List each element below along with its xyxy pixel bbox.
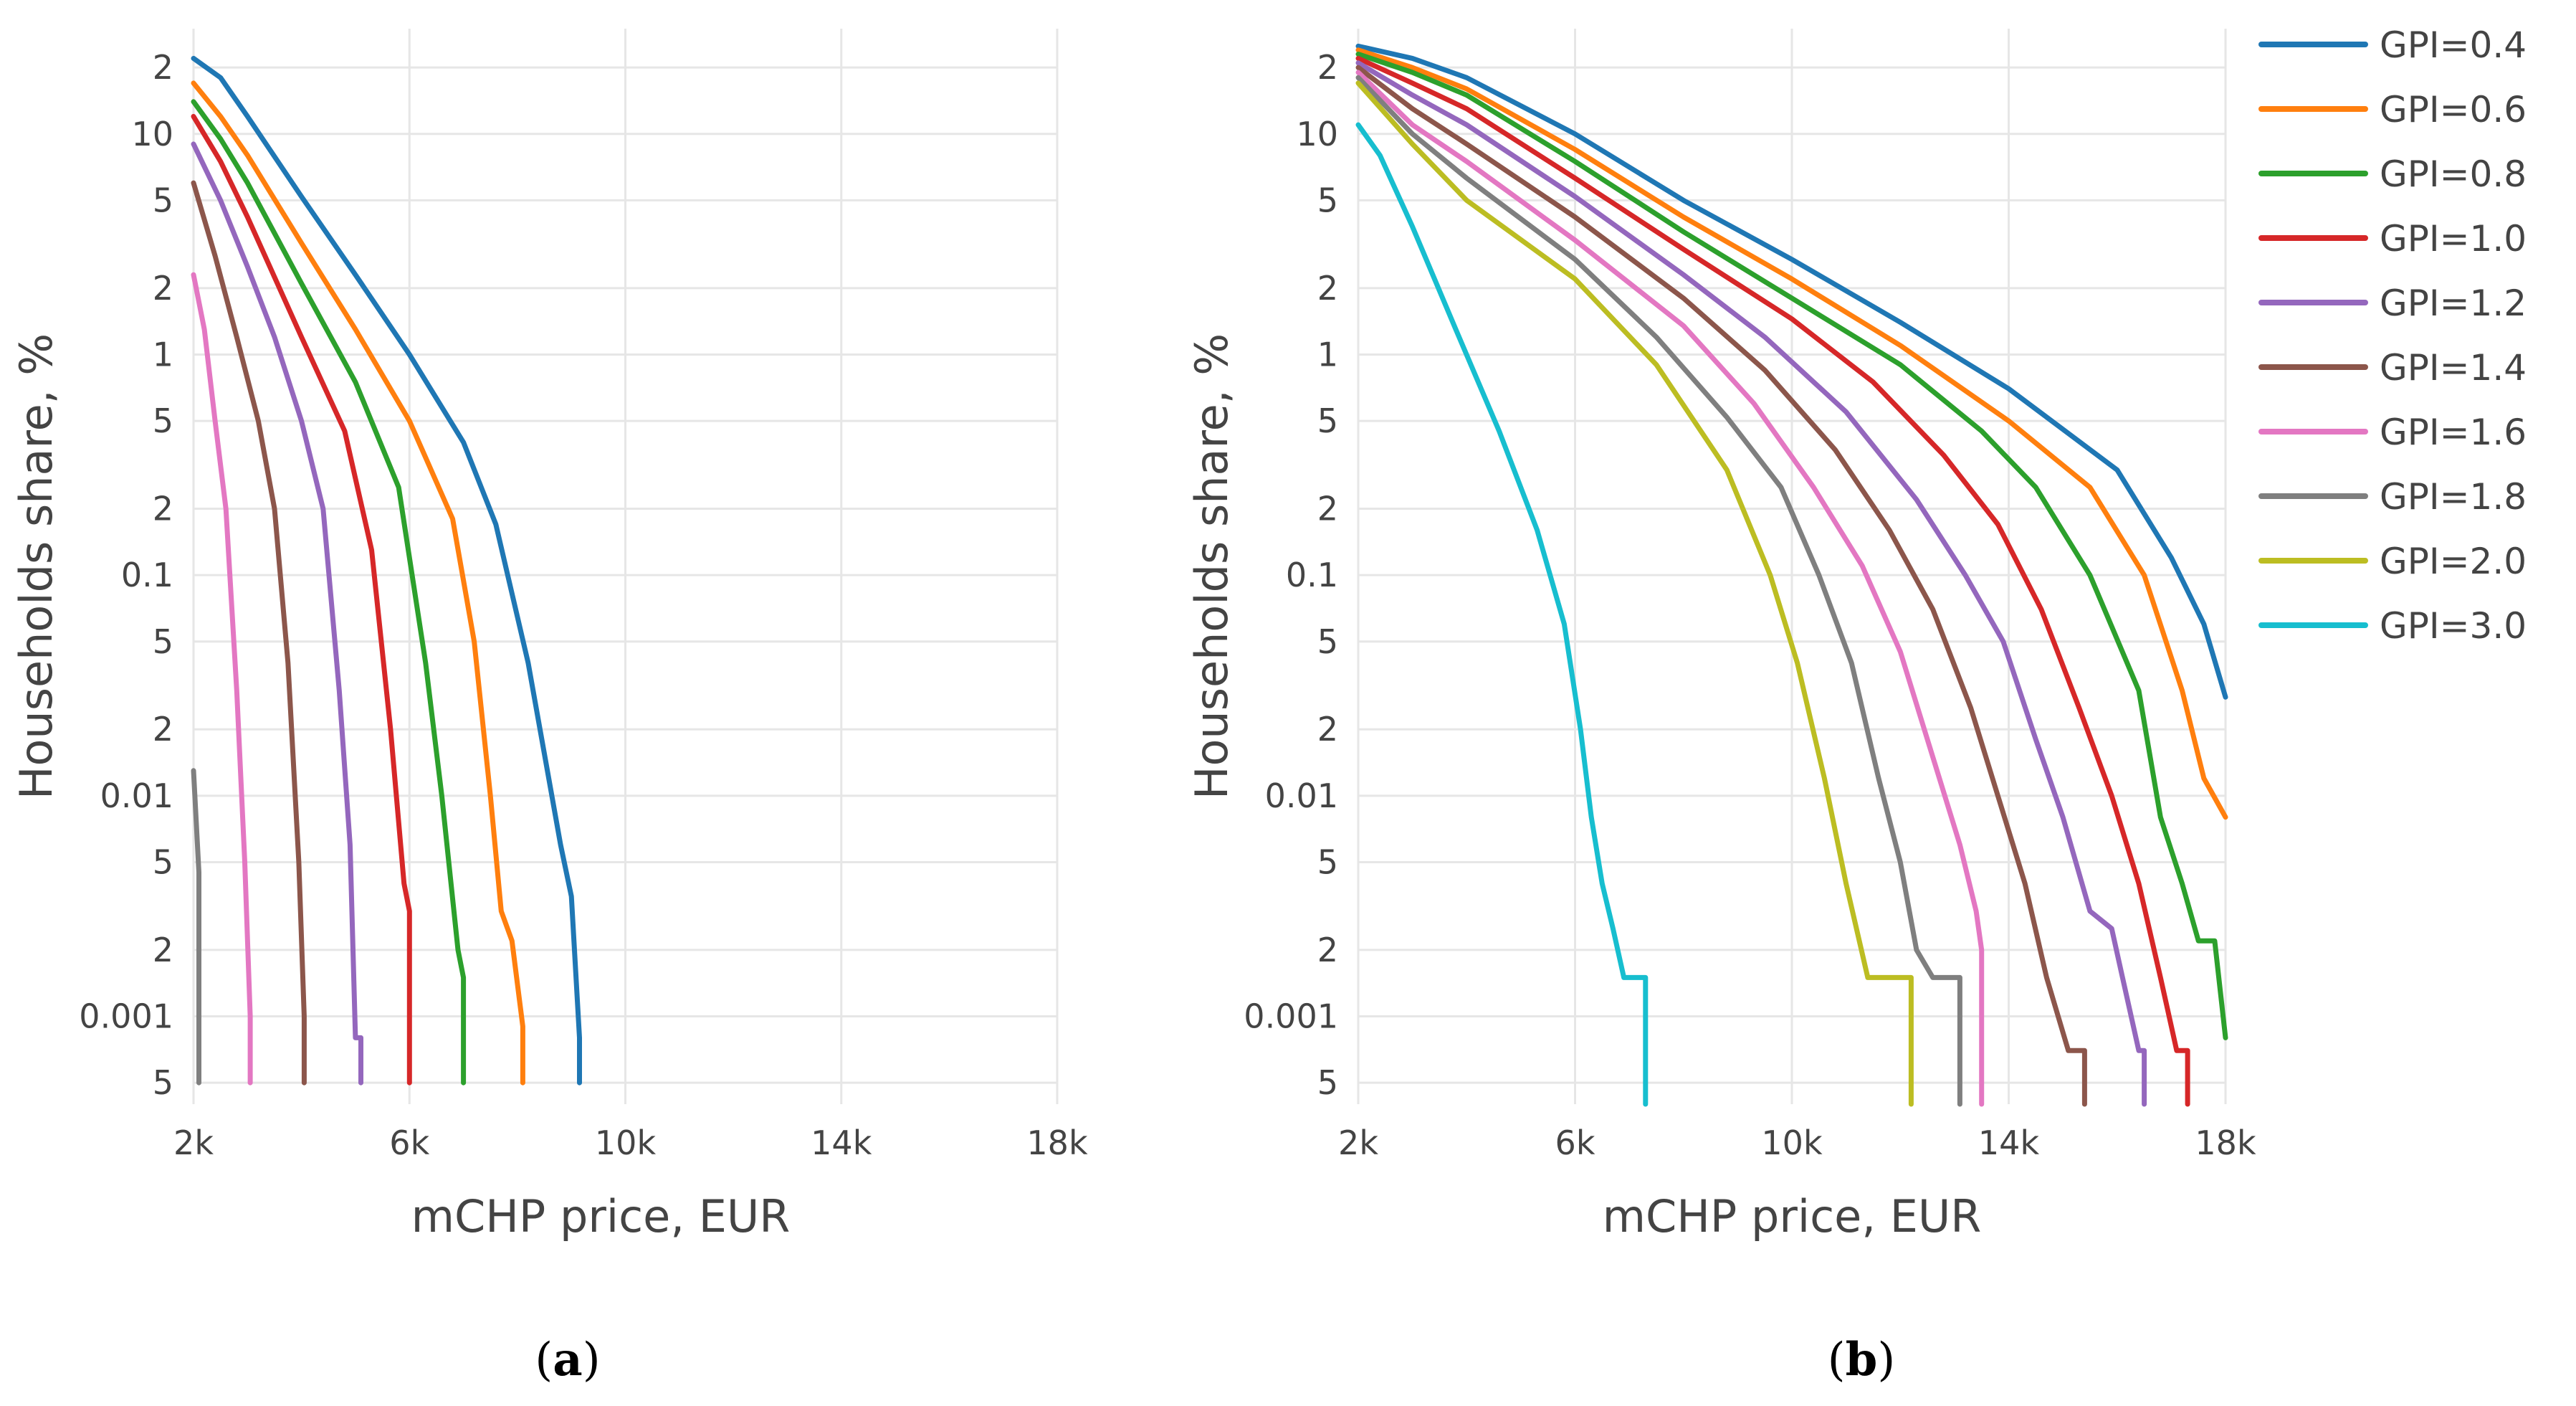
- series-line-b-gpi-3-0: [1355, 122, 1649, 1107]
- legend-label-9: GPI=3.0: [2380, 605, 2527, 647]
- y-tick-label-a-3: 2: [153, 269, 173, 308]
- y-tick-label-b-3: 2: [1317, 269, 1338, 308]
- y-tick-label-a-13: 0.001: [79, 997, 173, 1036]
- y-tick-label-b-1: 10: [1296, 115, 1338, 153]
- series-line-a-gpi-1-2: [191, 141, 363, 1086]
- y-tick-label-a-0: 2: [153, 48, 173, 87]
- x-tick-label-b-3: 14k: [1978, 1124, 2040, 1162]
- series-line-b-gpi-0-6: [1355, 47, 2228, 820]
- legend-item-7: GPI=1.8: [2258, 476, 2527, 518]
- legend-label-4: GPI=1.2: [2380, 282, 2527, 324]
- series-line-a-gpi-0-8: [191, 99, 467, 1086]
- legend-label-3: GPI=1.0: [2380, 218, 2527, 260]
- series-line-a-gpi-1-8: [191, 768, 201, 1086]
- grid-a: [192, 29, 1059, 1104]
- series-line-b-gpi-0-4: [1355, 43, 2228, 700]
- legend-label-6: GPI=1.6: [2380, 412, 2527, 453]
- y-tick-label-a-10: 0.01: [100, 776, 173, 815]
- series-line-b-gpi-1-4: [1355, 65, 2087, 1107]
- legend-item-1: GPI=0.6: [2258, 89, 2527, 130]
- legend-label-1: GPI=0.6: [2380, 89, 2527, 130]
- y-tick-label-a-7: 0.1: [121, 556, 173, 594]
- y-tick-label-a-2: 5: [153, 181, 173, 219]
- x-tick-label-a-4: 18k: [1026, 1124, 1088, 1162]
- y-tick-label-b-9: 2: [1317, 710, 1338, 749]
- y-tick-label-b-2: 5: [1317, 181, 1338, 219]
- y-axis-title-a: Households share, %: [10, 333, 62, 799]
- series-line-a-gpi-1-6: [191, 272, 253, 1086]
- legend-label-8: GPI=2.0: [2380, 541, 2527, 582]
- legend-label-2: GPI=0.8: [2380, 153, 2527, 195]
- series-line-b-gpi-1-6: [1355, 70, 1985, 1107]
- y-tick-label-a-1: 10: [131, 115, 173, 153]
- series-line-b-gpi-1-8: [1355, 75, 1962, 1107]
- x-axis-title-a: mCHP price, EUR: [411, 1190, 791, 1243]
- y-tick-label-a-9: 2: [153, 710, 173, 749]
- series-line-a-gpi-1-4: [191, 180, 307, 1086]
- legend-label-0: GPI=0.4: [2380, 24, 2527, 66]
- x-tick-label-a-3: 14k: [811, 1124, 872, 1162]
- legend-item-8: GPI=2.0: [2258, 541, 2527, 582]
- x-tick-label-b-0: 2k: [1338, 1124, 1378, 1162]
- x-ticks-a: 2k 6k 10k 14k 18k: [173, 1124, 1088, 1162]
- series-line-b-gpi-2-0: [1355, 80, 1914, 1107]
- series-line-a-gpi-1-0: [191, 113, 412, 1086]
- legend: GPI=0.4 GPI=0.6 GPI=0.8 GPI=1.0 GPI=1.2 GPI=1…: [2258, 24, 2527, 647]
- panel-label-a: (a): [535, 1333, 600, 1387]
- y-tick-label-b-8: 5: [1317, 622, 1338, 661]
- legend-item-5: GPI=1.4: [2258, 347, 2527, 389]
- legend-label-5: GPI=1.4: [2380, 347, 2527, 389]
- legend-label-7: GPI=1.8: [2380, 476, 2527, 518]
- y-tick-label-b-4: 1: [1317, 335, 1338, 374]
- series-line-b-gpi-1-0: [1355, 55, 2190, 1107]
- series-line-a-gpi-0-6: [191, 80, 525, 1086]
- y-tick-label-a-4: 1: [153, 335, 173, 374]
- series-line-b-gpi-0-8: [1355, 52, 2228, 1040]
- y-tick-label-b-0: 2: [1317, 48, 1338, 87]
- y-tick-label-b-13: 0.001: [1244, 997, 1338, 1036]
- y-tick-label-a-8: 5: [153, 622, 173, 661]
- panel-label-b: (b): [1828, 1333, 1896, 1387]
- y-tick-label-b-7: 0.1: [1286, 556, 1338, 594]
- x-tick-label-a-2: 10k: [595, 1124, 657, 1162]
- y-tick-label-b-11: 5: [1317, 842, 1338, 881]
- x-tick-label-a-1: 6k: [389, 1124, 429, 1162]
- y-tick-label-a-11: 5: [153, 842, 173, 881]
- series-line-b-gpi-1-2: [1355, 60, 2147, 1107]
- grid-b: [1357, 29, 2227, 1104]
- y-tick-label-a-12: 2: [153, 931, 173, 969]
- legend-item-3: GPI=1.0: [2258, 218, 2527, 260]
- x-tick-label-b-2: 10k: [1761, 1124, 1823, 1162]
- y-tick-label-b-12: 2: [1317, 931, 1338, 969]
- y-tick-label-a-14: 5: [153, 1063, 173, 1102]
- y-tick-label-b-6: 2: [1317, 490, 1338, 528]
- series-layer-a: [191, 55, 582, 1086]
- series-layer-b: [1355, 43, 2228, 1107]
- y-axis-title-b: Households share, %: [1186, 333, 1238, 799]
- x-axis-title-b: mCHP price, EUR: [1603, 1190, 1982, 1243]
- x-tick-label-a-0: 2k: [173, 1124, 214, 1162]
- legend-item-4: GPI=1.2: [2258, 282, 2527, 324]
- x-ticks-b: 2k 6k 10k 14k 18k: [1338, 1124, 2256, 1162]
- y-tick-label-b-5: 5: [1317, 402, 1338, 440]
- series-line-a-gpi-0-4: [191, 55, 582, 1086]
- legend-item-0: GPI=0.4: [2258, 24, 2527, 66]
- legend-item-9: GPI=3.0: [2258, 605, 2527, 647]
- y-tick-label-b-14: 5: [1317, 1063, 1338, 1102]
- chart-panel-a: 2k 6k 10k 14k 18k 210521520.1520.01520.0015 …: [10, 29, 1088, 1243]
- legend-item-2: GPI=0.8: [2258, 153, 2527, 195]
- y-tick-label-a-6: 2: [153, 490, 173, 528]
- y-tick-label-b-10: 0.01: [1265, 776, 1338, 815]
- y-ticks-b: 2 10 5 2 1 5 2 0.1 5 2 0.01 5 2 0.001 5: [1244, 48, 1338, 1102]
- x-tick-label-b-1: 6k: [1555, 1124, 1595, 1162]
- chart-panel-b: 2k 6k 10k 14k 18k 210521520.1520.01520.0015 …: [1186, 29, 2256, 1243]
- legend-item-6: GPI=1.6: [2258, 412, 2527, 453]
- y-ticks-a: 2 10 5 2 1 5 2 0.1 5 2 0.01 5 2 0.001 5: [79, 48, 173, 1102]
- x-tick-label-b-4: 18k: [2195, 1124, 2256, 1162]
- y-tick-label-a-5: 5: [153, 402, 173, 440]
